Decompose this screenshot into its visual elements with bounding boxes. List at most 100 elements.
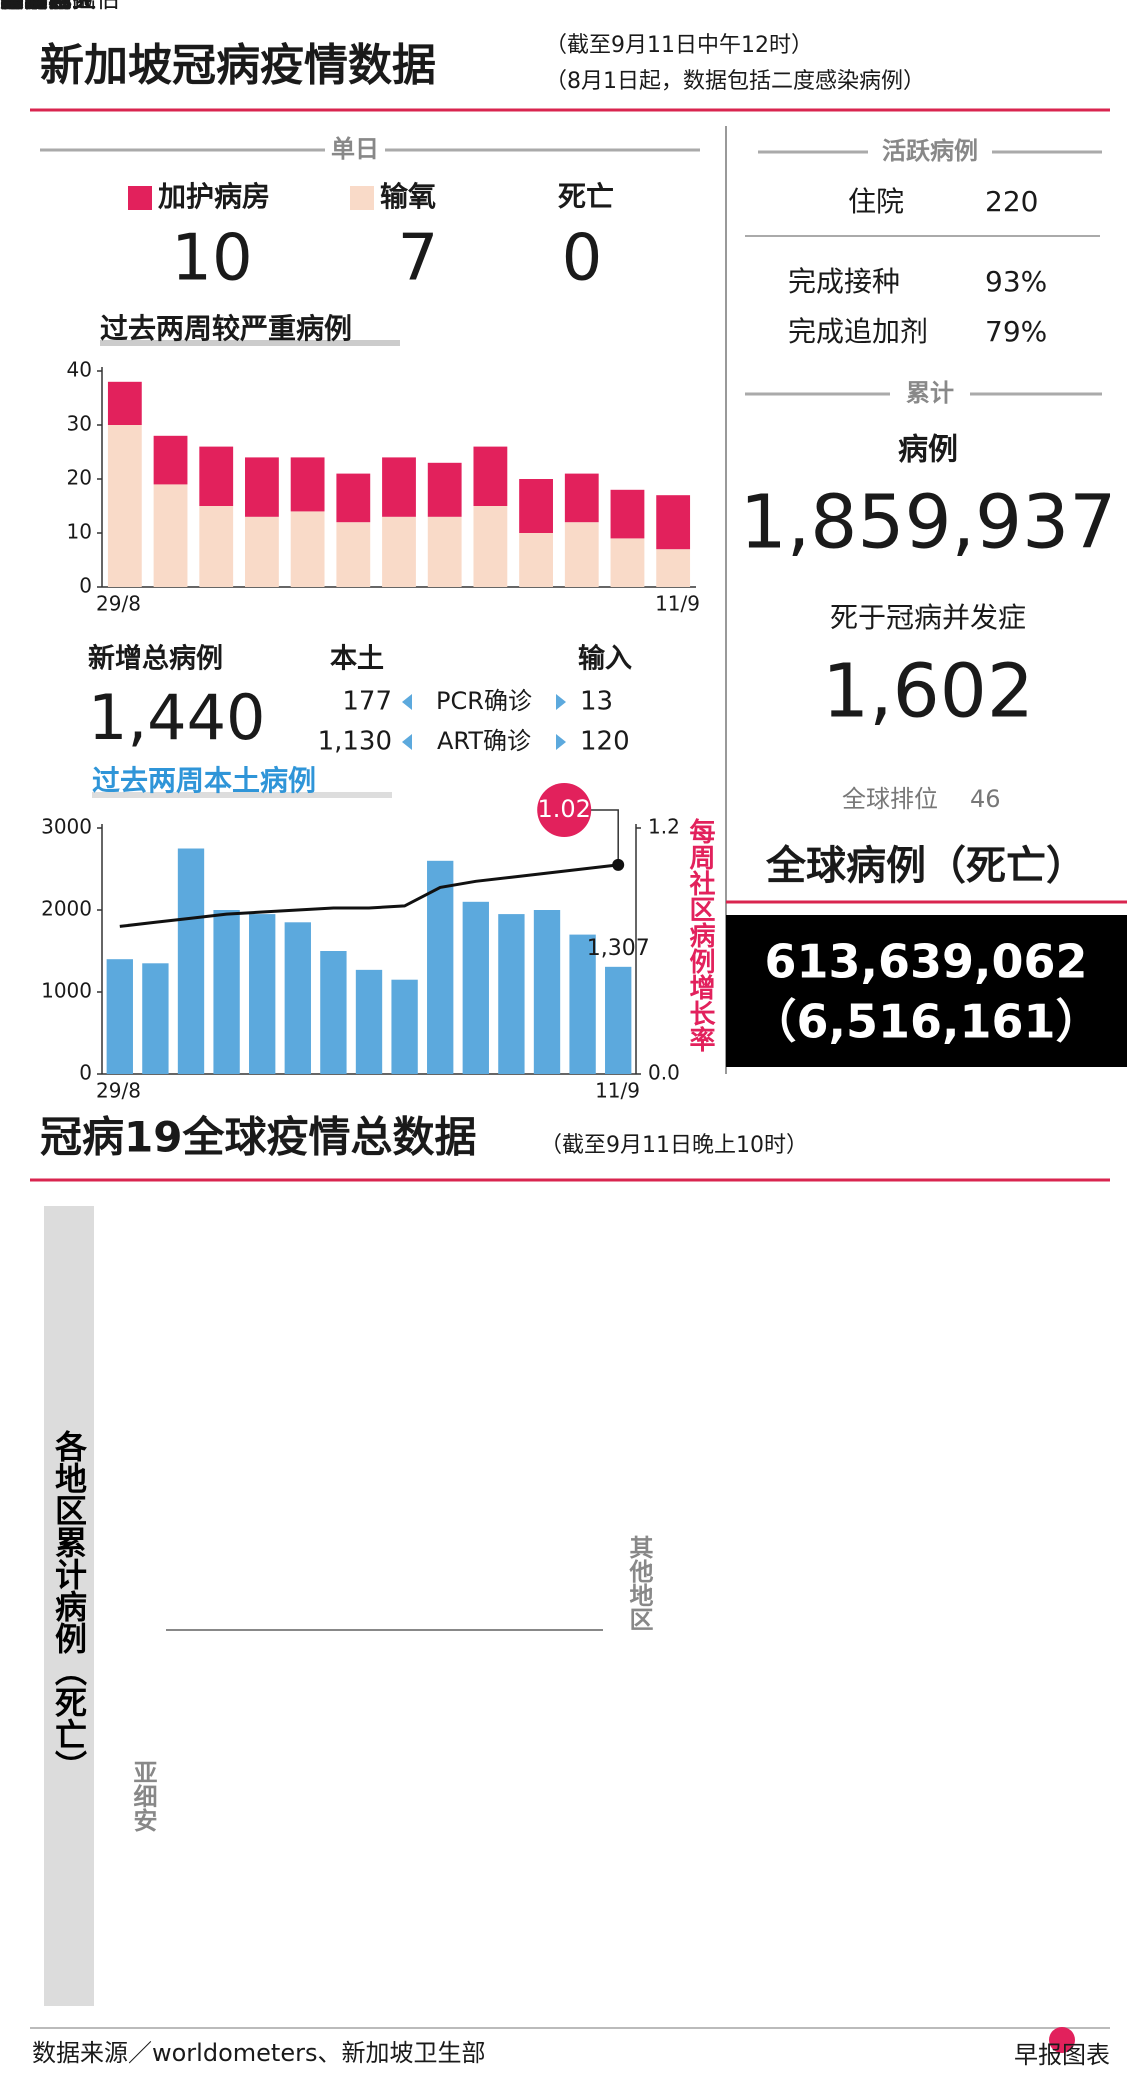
- country: 芬兰: [0, 0, 48, 13]
- bar: [142, 963, 169, 1074]
- country: 法国: [0, 0, 48, 13]
- country: 俄罗斯: [0, 0, 72, 13]
- callout: [537, 783, 592, 837]
- value-label: 1,307: [587, 936, 650, 961]
- arrow: [402, 734, 412, 750]
- bar: [199, 506, 234, 587]
- label: 全球病例（死亡）: [765, 843, 1086, 889]
- label: 完成接种: [788, 265, 900, 298]
- country: 英国: [0, 0, 48, 13]
- bar: [290, 511, 325, 587]
- bar: [498, 914, 525, 1074]
- country: 瑞典: [0, 0, 48, 13]
- y-tick-label: 40: [67, 358, 92, 382]
- bar: [610, 538, 645, 587]
- local: 177: [342, 687, 392, 717]
- country: 泰国: [0, 0, 48, 13]
- country: 巴西: [0, 0, 48, 13]
- arrow: [402, 694, 412, 710]
- logo: [1049, 2027, 1075, 2053]
- y-tick-label: 0: [79, 574, 92, 598]
- x-tick-label: 29/8: [96, 1079, 141, 1103]
- chart-title: 过去两周较严重病例: [100, 312, 352, 345]
- new-total: 1,440: [88, 681, 266, 754]
- title-underline: [100, 340, 400, 346]
- country: 土耳其: [0, 0, 72, 13]
- y-tick-label: 0: [79, 1061, 92, 1085]
- bar: [177, 848, 205, 1074]
- legend-label: 输氧: [380, 180, 436, 213]
- country: 柬埔寨: [0, 0, 72, 13]
- bar: [427, 516, 462, 587]
- title: 新加坡冠病疫情数据: [40, 40, 436, 91]
- bar: [284, 922, 311, 1074]
- side-label: 各地区累计病例（死亡）: [50, 1430, 88, 1782]
- legend-swatch: [128, 186, 152, 210]
- y2-tick-label: 0.0: [648, 1061, 680, 1085]
- country: 马尔代夫: [0, 0, 96, 13]
- country: 德国: [0, 0, 48, 13]
- label: 完成追加剂: [788, 315, 928, 348]
- type: ART确诊: [437, 727, 531, 755]
- callout-label: 1.02: [537, 795, 590, 823]
- label: 住院: [848, 185, 904, 218]
- bar: [336, 522, 371, 587]
- y-tick-label: 20: [67, 466, 92, 490]
- bar: [249, 914, 276, 1074]
- bar: [656, 495, 691, 550]
- big-number: 1,602: [822, 649, 1034, 735]
- country: 香港: [0, 0, 48, 13]
- legend-label: 加护病房: [158, 180, 270, 213]
- bar: [199, 446, 234, 506]
- country: 台湾: [0, 0, 48, 13]
- bar: [107, 425, 142, 587]
- country: 马来西亚: [0, 0, 96, 13]
- bar: [382, 516, 416, 587]
- country: 印尼: [0, 0, 48, 13]
- section-label: 单日: [331, 135, 379, 163]
- y-tick-label: 2000: [41, 897, 92, 921]
- value: 220: [985, 185, 1038, 218]
- bar: [290, 457, 325, 512]
- country: 以色列: [0, 0, 72, 13]
- credit: 早报图表: [1014, 2041, 1110, 2069]
- value: 79%: [985, 315, 1047, 348]
- label: 死于冠病并发症: [830, 601, 1026, 634]
- bar: [106, 959, 133, 1074]
- y2-title: 每周社区病例增长率: [685, 818, 715, 1052]
- global-cases: 613,639,062: [764, 935, 1087, 989]
- point: [612, 858, 625, 871]
- bar: [245, 516, 279, 587]
- country: 卡塔尔: [0, 0, 72, 13]
- bar: [391, 979, 418, 1074]
- y2-tick-label: 1.2: [648, 815, 680, 839]
- bar: [473, 506, 508, 587]
- imported: 13: [580, 687, 613, 717]
- line: [119, 863, 619, 928]
- label: 输入: [578, 643, 632, 675]
- legend-label: 死亡: [558, 180, 614, 213]
- title-underline: [92, 792, 392, 798]
- bar: [320, 951, 347, 1074]
- y-tick-label: 30: [67, 412, 92, 436]
- y-tick-label: 1000: [41, 979, 92, 1003]
- country: 瑞士: [0, 0, 48, 13]
- x-tick-label: 11/9: [595, 1079, 640, 1103]
- country: 越南: [0, 0, 48, 13]
- bar: [564, 522, 599, 587]
- country: 新西兰: [0, 0, 72, 13]
- value: 93%: [985, 265, 1047, 298]
- bar: [153, 435, 188, 485]
- country: 意大利: [0, 0, 72, 13]
- country: 韩国: [0, 0, 48, 13]
- bar: [245, 457, 279, 517]
- section-label: 累计: [906, 379, 954, 407]
- country: 希腊: [0, 0, 48, 13]
- label: 全球排位: [842, 785, 938, 813]
- bar: [656, 549, 691, 587]
- country: 中国大陆: [0, 0, 96, 13]
- country: 菲律宾: [0, 0, 72, 13]
- label: 本土: [330, 644, 384, 675]
